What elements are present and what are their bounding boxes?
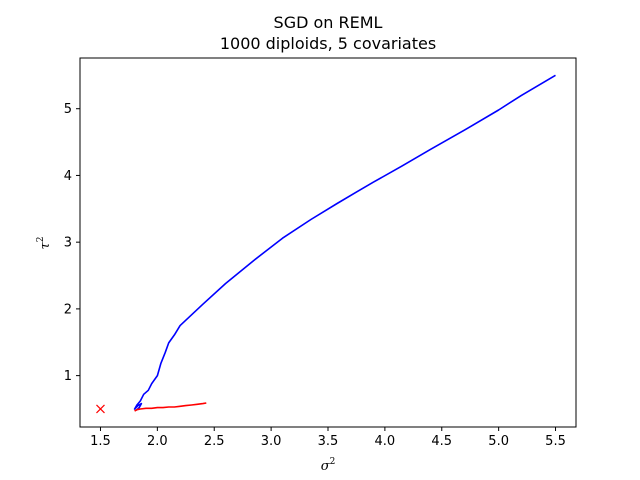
plot-area <box>96 74 556 414</box>
x-axis-label: σ2 <box>321 457 336 474</box>
start-marker <box>96 404 105 414</box>
x-axis-label-symbol: σ <box>321 459 331 474</box>
x-tick-label: 1.5 <box>90 434 111 449</box>
x-tick-label: 2.0 <box>147 434 168 449</box>
x-tick-label: 3.5 <box>318 434 339 449</box>
x-tick-label: 2.5 <box>204 434 225 449</box>
series-line-2 <box>134 402 207 412</box>
y-axis-label-symbol: τ <box>38 241 53 249</box>
x-tick-label: 4.5 <box>431 434 452 449</box>
y-axis-label-superscript: 2 <box>36 237 46 243</box>
y-tick-label: 4 <box>64 169 72 184</box>
x-tick-label: 5.0 <box>488 434 509 449</box>
x-axis: 1.5 2.0 2.5 3.0 3.5 4.0 4.5 5.0 5.5 <box>90 427 566 449</box>
y-tick-label: 5 <box>64 102 72 117</box>
chart-title: SGD on REML <box>274 13 383 32</box>
x-tick-label: 5.5 <box>545 434 566 449</box>
y-tick-label: 2 <box>64 302 72 317</box>
x-tick-label: 3.0 <box>261 434 282 449</box>
x-axis-label-superscript: 2 <box>330 457 336 467</box>
series-line-1 <box>133 74 556 412</box>
y-axis-label: τ2 <box>36 237 53 250</box>
y-axis: 1 2 3 4 5 <box>64 102 80 384</box>
plot-frame <box>79 57 577 428</box>
chart-subtitle: 1000 diploids, 5 covariates <box>220 34 436 53</box>
y-tick-label: 1 <box>64 369 72 384</box>
x-tick-label: 4.0 <box>375 434 396 449</box>
y-tick-label: 3 <box>64 236 72 251</box>
